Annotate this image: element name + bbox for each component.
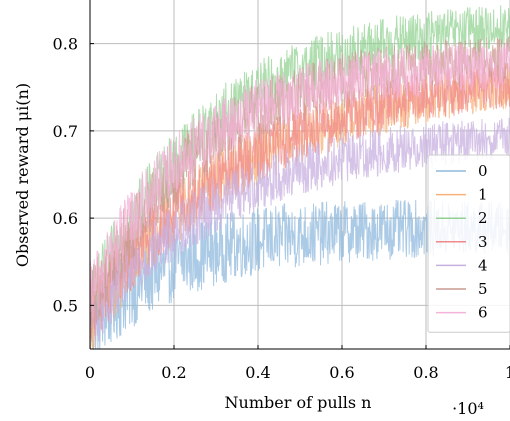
x-tick-label: 0.8 [413, 363, 438, 382]
x-tick-labels: 0 0.2 0.4 0.6 0.8 1 [85, 345, 510, 382]
x-tick-label: 0 [85, 363, 95, 382]
y-tick-label: 0.8 [53, 35, 78, 54]
legend: 0 1 2 3 4 5 6 [427, 154, 510, 333]
y-tick-labels: 0.5 0.6 0.7 0.8 [53, 35, 94, 315]
legend-label-4: 4 [478, 256, 488, 274]
x-tick-label: 0.4 [245, 363, 270, 382]
legend-label-0: 0 [478, 162, 488, 180]
x-tick-label: 1 [505, 363, 510, 382]
y-tick-label: 0.5 [53, 296, 78, 315]
x-axis-label: Number of pulls n [225, 393, 372, 412]
x-tick-label: 0.2 [161, 363, 186, 382]
series-line-3 [89, 62, 510, 339]
plot-area [89, 5, 510, 351]
y-tick-label: 0.7 [53, 122, 78, 141]
legend-box [427, 154, 510, 333]
legend-label-3: 3 [478, 233, 488, 251]
x-tick-label: 0.6 [329, 363, 354, 382]
x-scale-note: ·10⁴ [452, 399, 484, 418]
legend-label-2: 2 [478, 209, 488, 227]
y-tick-label: 0.6 [53, 209, 78, 228]
axes [89, 0, 510, 350]
legend-label-1: 1 [478, 186, 488, 204]
legend-label-5: 5 [478, 280, 488, 298]
series-line-4 [89, 117, 510, 342]
y-axis-label: Observed reward μi(n) [13, 83, 32, 267]
legend-label-6: 6 [478, 304, 488, 322]
series-line-6 [89, 42, 510, 318]
